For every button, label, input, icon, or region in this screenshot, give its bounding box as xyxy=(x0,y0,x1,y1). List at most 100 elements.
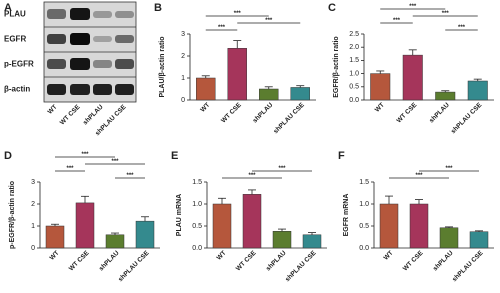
significance-label: *** xyxy=(248,173,256,179)
y-tick-label: 0.0 xyxy=(359,245,369,252)
y-tick-label: 0 xyxy=(31,245,35,252)
x-tick-label: WT CSE xyxy=(235,249,258,272)
significance-label: *** xyxy=(66,166,74,172)
significance-label: *** xyxy=(234,11,242,17)
y-axis-label: p-EGFR/β-actin ratio xyxy=(9,181,16,249)
y-tick-label: 0 xyxy=(181,97,185,104)
x-tick-label: WT CSE xyxy=(220,101,243,124)
significance-label: *** xyxy=(393,18,401,24)
error-bar xyxy=(81,195,89,203)
significance-label: *** xyxy=(81,152,89,158)
blot-row-label: p-EGFR xyxy=(4,60,34,69)
error-bar xyxy=(264,86,273,89)
panel-label: A xyxy=(4,2,12,14)
x-tick-label: shPLAU xyxy=(432,249,455,272)
bar xyxy=(75,202,95,249)
error-bar xyxy=(475,230,483,232)
bar xyxy=(105,234,125,249)
y-axis-label: PLAU mRNA xyxy=(176,194,183,236)
x-tick-label: shPLAU xyxy=(98,249,121,272)
bar xyxy=(45,225,65,249)
error-bar xyxy=(233,40,242,49)
y-tick-label: 1 xyxy=(31,223,35,230)
error-bar xyxy=(218,197,226,204)
y-tick-label: 2 xyxy=(181,53,185,60)
significance-label: *** xyxy=(218,25,226,31)
error-bar xyxy=(473,78,482,81)
x-tick-label: WT xyxy=(374,102,386,114)
bar xyxy=(302,234,322,249)
panel-label: D xyxy=(4,150,12,162)
bar xyxy=(467,80,488,101)
bar xyxy=(469,231,489,249)
error-bar xyxy=(385,195,393,204)
significance-label: *** xyxy=(445,166,453,172)
significance-label: *** xyxy=(409,4,417,10)
y-tick-label: 3 xyxy=(181,31,185,38)
significance-label: *** xyxy=(415,173,423,179)
panel-label: F xyxy=(338,150,345,162)
error-bar xyxy=(296,85,305,88)
bar xyxy=(272,231,292,249)
y-axis-label: PLAU/β-actin ratio xyxy=(159,36,166,97)
y-tick-label: 1.0 xyxy=(192,201,202,208)
error-bar xyxy=(201,75,210,78)
blot-row-label: β-actin xyxy=(4,85,30,94)
bar xyxy=(402,54,423,101)
significance-label: *** xyxy=(442,11,450,17)
bar xyxy=(212,203,232,249)
y-tick-label: 1.0 xyxy=(349,70,359,77)
bar xyxy=(227,48,247,101)
bar xyxy=(290,87,310,101)
bar xyxy=(135,220,155,249)
x-tick-label: WT xyxy=(199,102,211,114)
error-bar xyxy=(441,90,450,93)
x-tick-label: WT CSE xyxy=(402,249,425,272)
error-bar xyxy=(376,70,385,74)
blot-image xyxy=(43,1,137,103)
y-tick-label: 1.5 xyxy=(192,179,202,186)
x-tick-label: WT CSE xyxy=(68,249,91,272)
panel-label: E xyxy=(171,150,178,162)
blot-row-label: EGFR xyxy=(4,35,26,44)
x-tick-label: shPLAU xyxy=(428,101,451,124)
blot-lane-label: WT CSE xyxy=(59,103,82,126)
error-bar xyxy=(248,189,256,195)
error-bar xyxy=(111,232,119,235)
y-tick-label: 0.5 xyxy=(359,223,369,230)
y-tick-label: 3 xyxy=(31,179,35,186)
error-bar xyxy=(278,228,286,232)
error-bar xyxy=(51,223,59,226)
y-axis-label: EGFR mRNA xyxy=(343,194,350,237)
x-tick-label: shPLAU CSE xyxy=(284,249,318,283)
significance-label: *** xyxy=(458,25,466,31)
significance-label: *** xyxy=(265,18,273,24)
y-tick-label: 1.5 xyxy=(359,179,369,186)
blot-lane-label: shPLAU xyxy=(82,103,105,126)
y-tick-label: 2.5 xyxy=(349,31,359,38)
blot-lane-label: WT xyxy=(47,104,59,116)
x-tick-label: shPLAU CSE xyxy=(272,101,306,135)
x-tick-label: WT xyxy=(49,250,61,262)
bar xyxy=(259,88,279,101)
y-tick-label: 1.0 xyxy=(359,201,369,208)
y-tick-label: 2.0 xyxy=(349,44,359,51)
bar xyxy=(435,91,456,101)
x-tick-label: shPLAU xyxy=(265,249,288,272)
bar xyxy=(379,203,399,249)
x-tick-label: shPLAU CSE xyxy=(451,249,485,283)
panel-label: B xyxy=(154,2,162,14)
panel-label: C xyxy=(328,2,336,14)
significance-label: *** xyxy=(111,159,119,165)
error-bar xyxy=(445,226,453,228)
bar xyxy=(196,77,216,101)
bar xyxy=(439,227,459,249)
y-tick-label: 0.5 xyxy=(349,84,359,91)
error-bar xyxy=(415,199,423,204)
error-bar xyxy=(408,49,417,56)
significance-label: *** xyxy=(278,166,286,172)
blot-row-label: PLAU xyxy=(4,10,26,19)
y-tick-label: 2 xyxy=(31,201,35,208)
x-tick-label: WT xyxy=(216,250,228,262)
